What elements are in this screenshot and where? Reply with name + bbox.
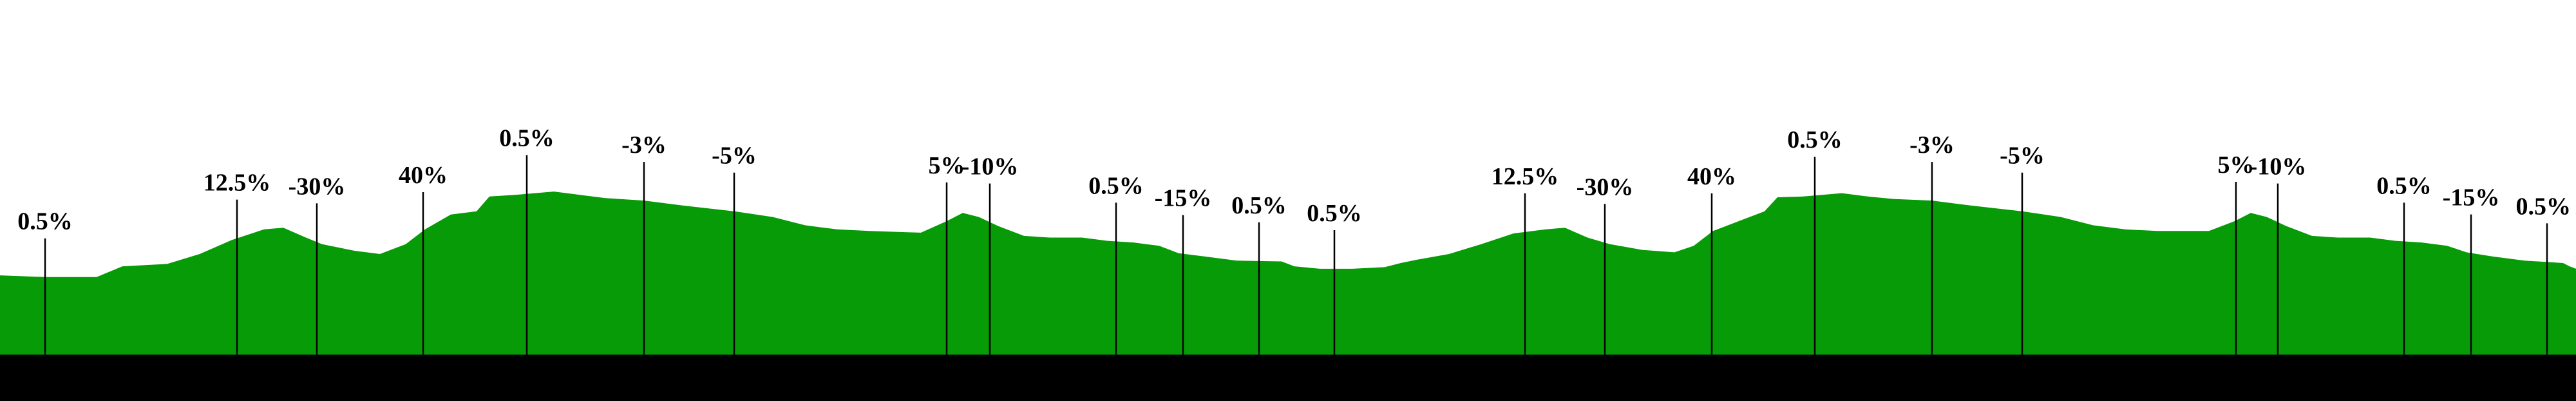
gradient-marker-label: 40% bbox=[1687, 163, 1736, 190]
gradient-marker-label: 0.5% bbox=[2376, 172, 2432, 199]
gradient-marker-label: 0.5% bbox=[1307, 200, 1362, 227]
gradient-marker-label: 0.5% bbox=[2516, 193, 2571, 220]
gradient-marker-label: 12.5% bbox=[204, 170, 271, 197]
gradient-marker-label: -15% bbox=[2443, 184, 2500, 211]
gradient-marker-label: -3% bbox=[1909, 132, 1955, 159]
gradient-marker-label: -15% bbox=[1155, 185, 1212, 212]
gradient-marker-label: 12.5% bbox=[1492, 163, 1559, 190]
gradient-marker-label: -10% bbox=[2249, 153, 2307, 181]
gradient-marker-label: 0.5% bbox=[17, 208, 73, 235]
gradient-marker-label: -10% bbox=[961, 153, 1019, 181]
gradient-marker-label: 0.5% bbox=[1787, 126, 1842, 153]
gradient-marker-label: -5% bbox=[712, 142, 757, 170]
gradient-marker-label: -3% bbox=[621, 132, 667, 159]
gradient-marker-label: 40% bbox=[399, 162, 448, 189]
gradient-marker-label: -5% bbox=[2000, 142, 2045, 170]
gradient-marker-label: 0.5% bbox=[1231, 192, 1287, 219]
gradient-marker-label: 0.5% bbox=[499, 125, 554, 152]
gradient-marker-label: 5% bbox=[2218, 152, 2255, 179]
gradient-marker-layer: 0.5%12.5% -30% 40%0.5% -3% -5% 5%-10%0.5% -15%… bbox=[17, 125, 2571, 355]
gradient-marker-label: 0.5% bbox=[1088, 172, 1144, 199]
gradient-marker-label: -30% bbox=[289, 173, 346, 200]
base-band bbox=[0, 355, 2576, 401]
gradient-marker-label: 5% bbox=[929, 152, 965, 179]
gradient-marker-label: -30% bbox=[1577, 173, 1634, 200]
